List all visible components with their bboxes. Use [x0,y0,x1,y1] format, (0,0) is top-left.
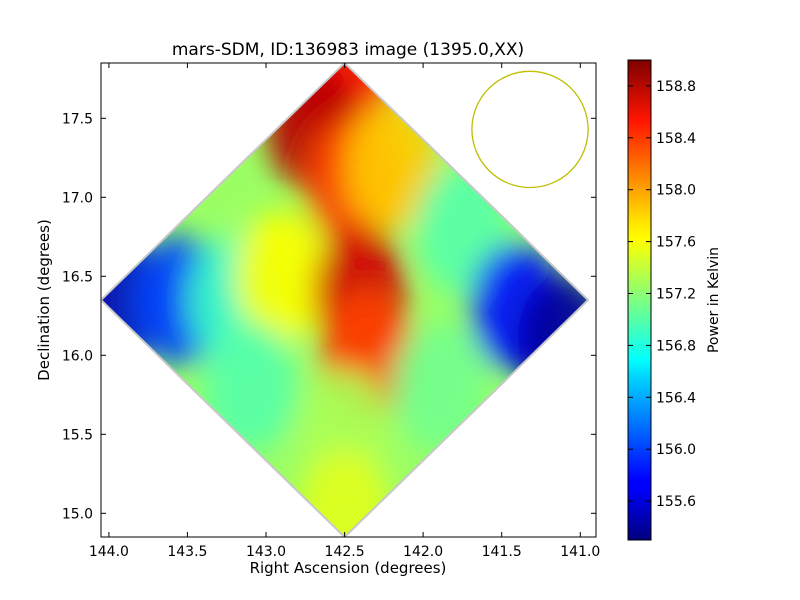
y-tick-label: 15.5 [62,427,93,443]
x-tick-label: 143.5 [167,544,207,560]
field-sample [345,100,439,231]
colorbar-ticks: 155.6 156.0 156.4 156.8 157.2 157.6 158.0 158.4… [628,79,696,510]
colorbar-tick-label: 158.4 [656,131,696,147]
field-sample [203,322,297,452]
y-axis-label: Declination (degrees) [35,219,53,381]
colorbar-tick-label: 156.0 [656,442,696,458]
y-tick-label: 16.5 [62,269,93,285]
x-tick-label: 141.5 [482,544,522,560]
colorbar-tick-label: 158.8 [656,79,696,95]
field-sample [517,274,589,405]
colorbar-tick-label: 158.0 [656,183,696,199]
colorbar-tick-label: 156.4 [656,390,696,406]
y-tick-label: 15.0 [62,506,93,522]
footprint-edge [101,63,590,537]
y-tick-label: 17.0 [62,190,93,206]
y-axis: 15.0 15.5 16.0 16.5 17.0 17.5 [62,111,596,522]
x-axis-label: Right Ascension (degrees) [250,559,447,577]
chart-title: mars-SDM, ID:136983 image (1395.0,XX) [172,40,524,60]
y-tick-label: 17.5 [62,111,93,127]
x-tick-label: 144.0 [89,544,129,560]
x-tick-label: 142.0 [403,544,443,560]
colorbar-tick-label: 155.6 [656,494,696,510]
x-tick-label: 141.0 [560,544,600,560]
colorbar-tick-label: 157.2 [656,287,696,303]
y-tick-label: 16.0 [62,348,93,364]
colorbar-tick-label: 156.8 [656,338,696,354]
field-sample [235,211,329,342]
x-tick-label: 142.5 [325,544,365,560]
colorbar-label: Power in Kelvin [706,247,722,353]
field-sample [297,448,392,537]
x-tick-label: 143.0 [246,544,286,560]
heatmap-field [101,63,590,537]
colorbar [627,59,652,541]
plot-frame [100,62,597,538]
beam-circle [471,70,589,189]
x-axis: 144.0 143.5 143.0 142.5 142.0 141.5 141.0 [89,63,600,560]
colorbar-tick-label: 157.6 [656,235,696,251]
field-sample [392,322,486,452]
